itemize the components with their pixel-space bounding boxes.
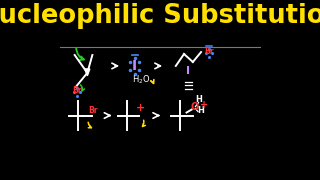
FancyArrowPatch shape (142, 120, 145, 126)
Text: H: H (197, 105, 204, 114)
Text: H: H (196, 95, 203, 104)
Text: Br: Br (204, 47, 214, 56)
Text: +: + (200, 100, 208, 110)
FancyArrowPatch shape (76, 48, 84, 60)
Text: +: + (136, 103, 145, 112)
Text: Nucleophilic Substitution: Nucleophilic Substitution (0, 3, 320, 29)
Text: Br: Br (88, 105, 98, 114)
Polygon shape (85, 69, 90, 76)
Text: I: I (132, 59, 137, 73)
FancyArrowPatch shape (80, 85, 84, 91)
FancyArrowPatch shape (88, 122, 92, 128)
Text: H$_2$O: H$_2$O (132, 74, 150, 86)
Text: Br: Br (72, 86, 82, 95)
Text: I: I (187, 66, 190, 76)
Text: O: O (190, 102, 198, 112)
FancyArrowPatch shape (151, 80, 154, 83)
